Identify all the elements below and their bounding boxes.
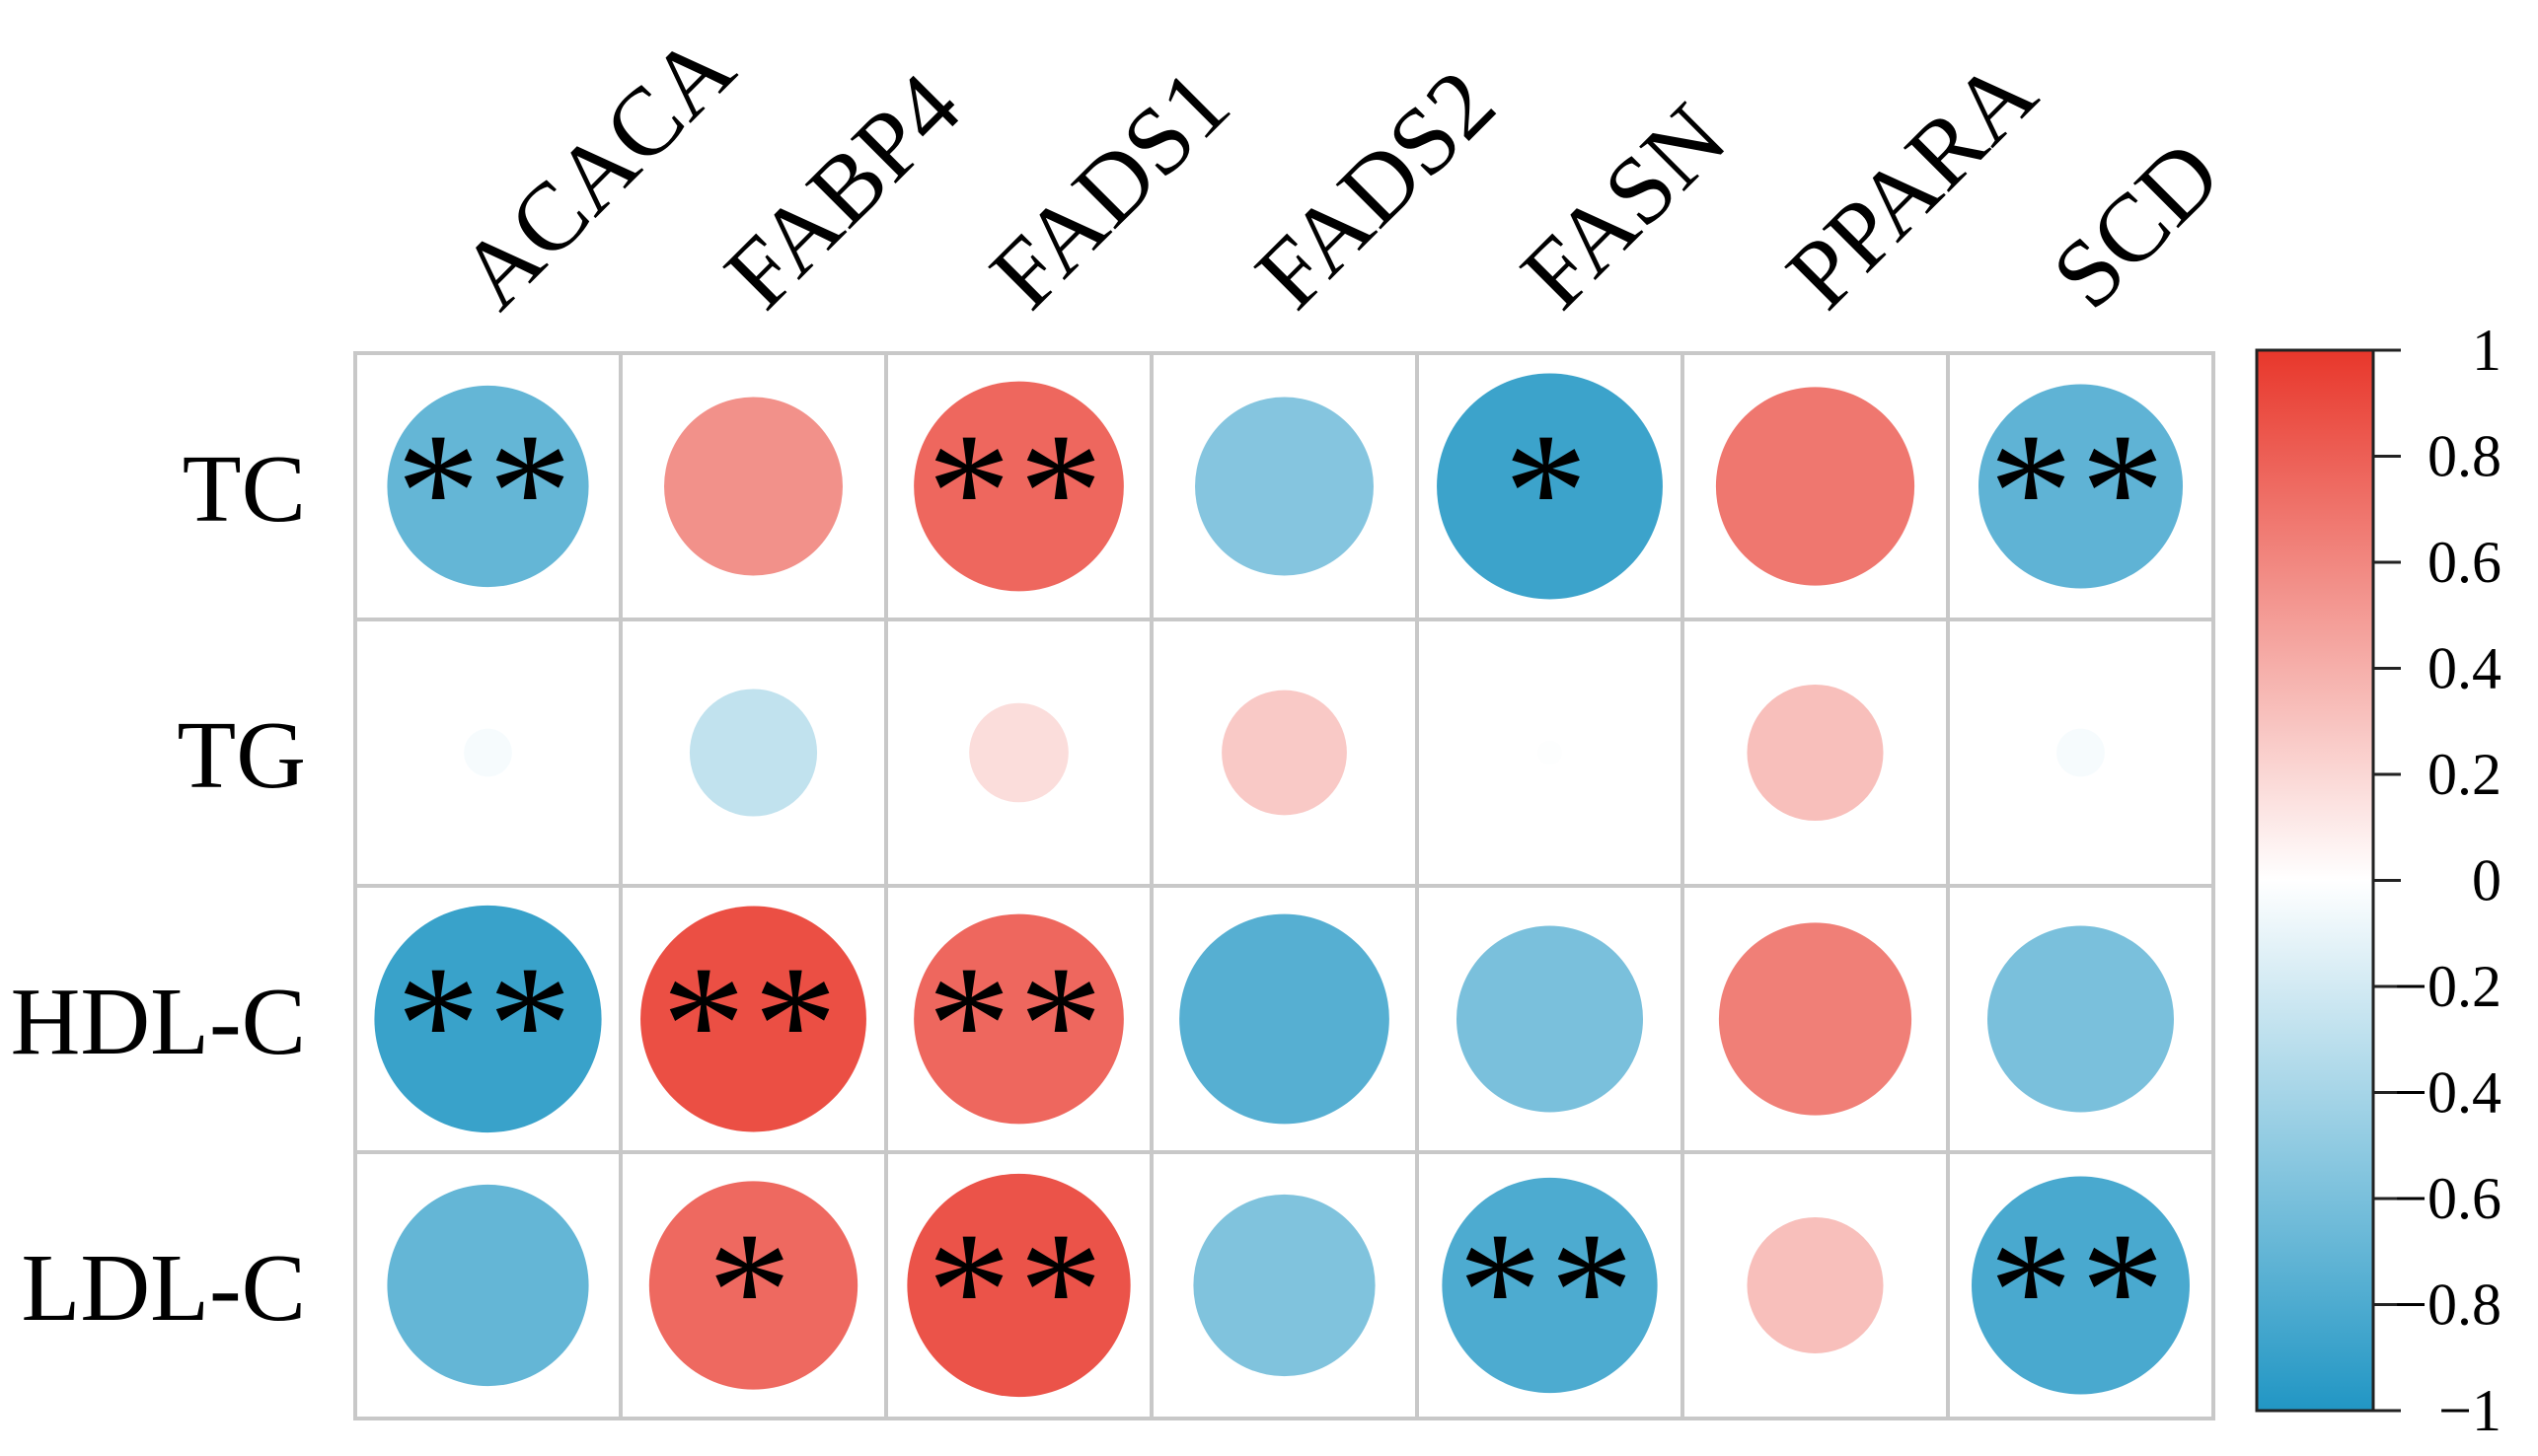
colorbar-tick-label: 0 bbox=[2472, 848, 2501, 913]
significance-mark: ** bbox=[1989, 1198, 2173, 1383]
significance-mark: ** bbox=[928, 931, 1111, 1117]
significance-mark: ** bbox=[397, 931, 580, 1117]
correlation-circle bbox=[914, 381, 1124, 592]
correlation-circle bbox=[1537, 740, 1562, 765]
correlation-circle bbox=[1715, 387, 1915, 586]
significance-marks: ** ** * **** ** *** ** ** ** bbox=[397, 399, 2173, 1383]
column-label: FADS1 bbox=[971, 50, 1250, 329]
row-label: HDL-C bbox=[11, 969, 306, 1075]
correlation-circle bbox=[1193, 1194, 1376, 1377]
correlation-circle bbox=[1747, 684, 1884, 822]
correlation-circle bbox=[640, 906, 866, 1132]
colorbar-tick-label: −0.2 bbox=[2394, 954, 2501, 1019]
row-label: TC bbox=[183, 436, 306, 543]
column-label: PPARA bbox=[1767, 39, 2057, 329]
row-labels: TC TG HDL-C LDL-C bbox=[11, 436, 306, 1342]
correlation-circle bbox=[914, 913, 1124, 1125]
correlation-circle bbox=[1972, 1176, 2190, 1395]
grid-cell bbox=[1946, 1150, 2215, 1420]
correlation-circle bbox=[969, 702, 1069, 803]
correlation-circle bbox=[387, 385, 589, 588]
correlation-circle bbox=[1978, 384, 2184, 589]
colorbar: 1 0.8 0.6 0.4 0.2 0 −0.2 −0.4 −0.6 −0.8 −1 bbox=[2255, 318, 2501, 1443]
grid bbox=[353, 351, 2215, 1420]
colorbar-tick-label: −0.8 bbox=[2394, 1273, 2501, 1338]
column-label: FASN bbox=[1502, 84, 1747, 328]
colorbar-tick-label: 1 bbox=[2472, 318, 2501, 383]
correlation-circle bbox=[1195, 397, 1374, 576]
colorbar-tick-label: 0.6 bbox=[2427, 530, 2501, 595]
significance-mark: ** bbox=[1458, 1198, 1642, 1383]
significance-mark: ** bbox=[1989, 399, 2173, 584]
correlation-circle bbox=[1437, 373, 1663, 600]
significance-mark: ** bbox=[928, 399, 1111, 584]
column-label: SCD bbox=[2033, 120, 2241, 328]
colorbar-tick-label: −1 bbox=[2438, 1378, 2501, 1443]
row-label: TG bbox=[177, 702, 306, 809]
colorbar-gradient bbox=[2255, 348, 2375, 1413]
correlation-circle bbox=[1456, 925, 1644, 1113]
correlation-circle bbox=[1718, 922, 1912, 1116]
significance-mark: ** bbox=[928, 1198, 1111, 1383]
correlation-circle bbox=[664, 397, 843, 576]
correlation-circle bbox=[2056, 728, 2105, 777]
correlation-circle bbox=[689, 689, 818, 817]
colorbar-tick-label: 0.8 bbox=[2427, 424, 2501, 489]
colorbar-tick-label: −0.4 bbox=[2394, 1060, 2501, 1126]
significance-mark: ** bbox=[397, 399, 580, 584]
column-label: FADS2 bbox=[1236, 50, 1516, 329]
colorbar-tick-label: 0.2 bbox=[2427, 742, 2501, 807]
correlation-circle bbox=[1222, 690, 1347, 816]
colorbar-tick-label: −0.6 bbox=[2394, 1166, 2501, 1231]
correlation-circle bbox=[907, 1173, 1131, 1398]
correlation-circle bbox=[1179, 913, 1389, 1125]
correlation-circle bbox=[1986, 925, 2175, 1113]
row-label: LDL-C bbox=[22, 1235, 307, 1342]
significance-mark: ** bbox=[662, 931, 846, 1117]
significance-mark: * bbox=[1504, 399, 1596, 584]
correlation-circle bbox=[387, 1184, 589, 1387]
column-label: ACACA bbox=[440, 14, 755, 328]
correlation-circle bbox=[1442, 1177, 1658, 1394]
correlation-circle bbox=[1747, 1216, 1884, 1354]
correlation-circle bbox=[464, 728, 512, 777]
circles bbox=[374, 373, 2190, 1398]
correlation-circle bbox=[374, 905, 602, 1133]
significance-mark: * bbox=[708, 1198, 799, 1383]
colorbar-tick-label: 0.4 bbox=[2427, 636, 2501, 701]
correlation-circle bbox=[648, 1181, 858, 1390]
